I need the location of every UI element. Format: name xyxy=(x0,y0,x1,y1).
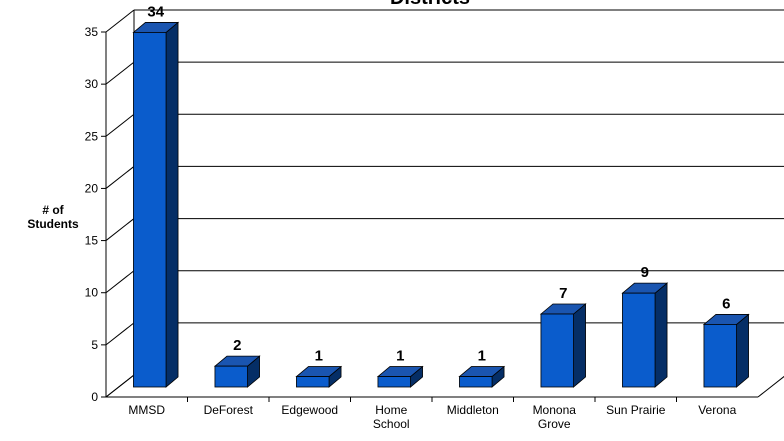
bar-7 xyxy=(702,313,750,388)
bar-front xyxy=(703,324,737,388)
y-axis-label-line-2: Students xyxy=(27,217,79,231)
left-wall-gridline xyxy=(105,113,135,137)
bar-0 xyxy=(132,21,180,388)
x-tick-label: Verona xyxy=(698,403,736,417)
data-label: 9 xyxy=(641,264,649,281)
bar-front xyxy=(133,32,167,388)
bar-side xyxy=(165,21,179,388)
x-tick-label: Middleton xyxy=(447,403,499,417)
bar-front xyxy=(622,292,656,388)
bar-1 xyxy=(213,355,261,388)
grid-lines xyxy=(105,9,784,398)
y-tick-label: 15 xyxy=(85,234,99,248)
y-tick-label: 5 xyxy=(91,338,98,352)
floor-left-edge xyxy=(105,374,135,398)
data-label: 1 xyxy=(315,348,323,365)
bar-side xyxy=(573,303,586,388)
bar-front xyxy=(214,365,248,388)
bar-front xyxy=(296,376,330,388)
bar-front xyxy=(377,376,411,388)
y-tick-label: 20 xyxy=(85,181,99,195)
bar-front xyxy=(540,313,574,388)
data-label: 7 xyxy=(559,285,567,302)
y-axis-label-line-1: # of xyxy=(42,203,64,217)
axes xyxy=(101,10,784,402)
left-wall-gridline xyxy=(105,270,135,294)
data-label: 1 xyxy=(478,348,486,365)
data-label: 1 xyxy=(396,348,404,365)
left-wall-gridline xyxy=(105,61,135,85)
y-tick-label: 10 xyxy=(85,286,99,300)
floor-right-edge xyxy=(757,375,784,398)
y-tick-label: 25 xyxy=(85,129,99,143)
bar-3 xyxy=(376,365,424,388)
chart-title: Districts xyxy=(390,0,470,9)
bar-6 xyxy=(621,282,669,388)
labels: 0 5 10 15 20 25 30 35 34 MMSD 2 DeForest 1 Edgewood 1 H… xyxy=(85,3,737,431)
x-tick-label: Edgewood xyxy=(281,403,338,417)
x-tick-label: Monona Grove xyxy=(533,403,577,431)
left-wall-gridline xyxy=(105,166,135,189)
x-tick-label: DeForest xyxy=(204,403,254,417)
left-wall-gridline xyxy=(105,218,135,241)
data-label: 6 xyxy=(722,295,730,312)
y-tick-label: 35 xyxy=(85,25,99,39)
x-tick-label: MMSD xyxy=(128,403,165,417)
bar-5 xyxy=(539,303,587,388)
x-tick-label: Home School xyxy=(373,403,410,431)
bar-2 xyxy=(295,365,343,388)
bar-side xyxy=(654,282,668,388)
y-tick-label: 0 xyxy=(91,390,98,404)
data-label: 2 xyxy=(233,337,241,354)
y-tick-label: 30 xyxy=(85,77,99,91)
data-label: 34 xyxy=(147,3,164,20)
bar-4 xyxy=(458,365,506,388)
bar-front xyxy=(459,376,493,388)
bar-side xyxy=(736,313,749,388)
left-wall-gridline xyxy=(105,9,135,33)
left-wall-gridline xyxy=(105,322,135,346)
bars xyxy=(132,21,750,388)
x-tick-label: Sun Prairie xyxy=(606,403,666,417)
